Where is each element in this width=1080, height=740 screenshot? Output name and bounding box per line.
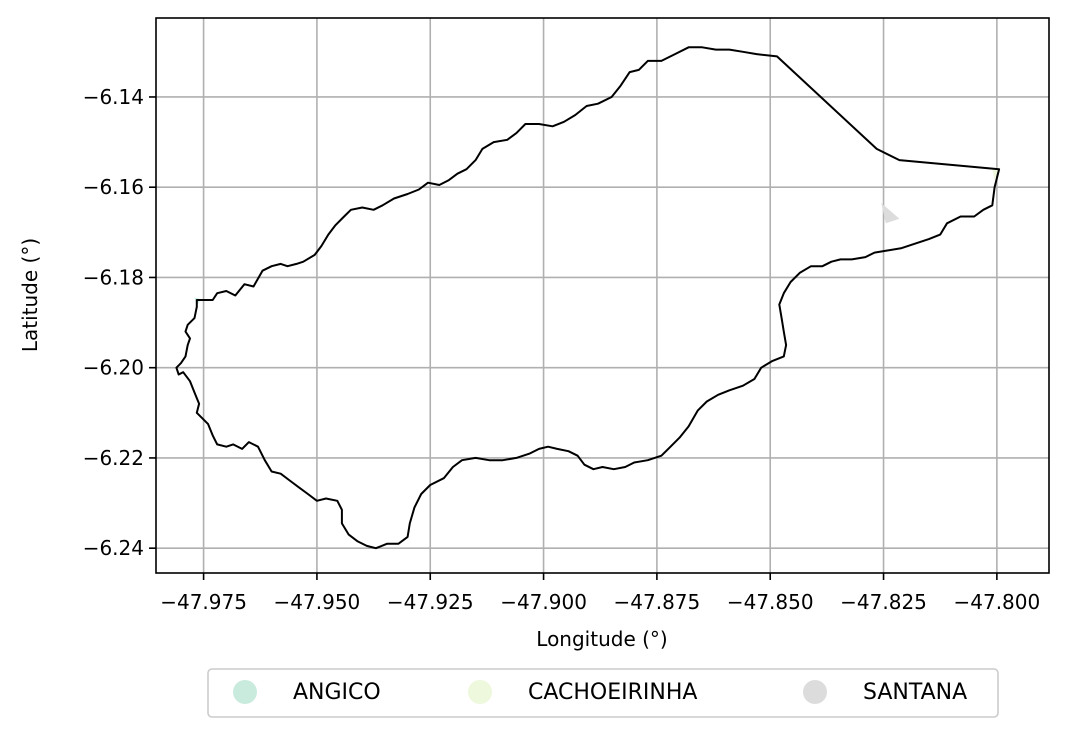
grid-lines — [156, 18, 1049, 573]
legend-label: ANGICO — [293, 680, 381, 705]
y-tick-label: −6.24 — [83, 536, 144, 560]
legend-label: SANTANA — [863, 680, 967, 705]
plot-frame — [155, 17, 1050, 574]
y-axis-label: Latitude (°) — [18, 238, 42, 352]
region-cachoeirinha — [992, 166, 1000, 181]
municipality-boundary — [175, 46, 1001, 550]
y-ticks: −6.14 −6.16 −6.18 −6.20 −6.22 −6.24 — [83, 85, 156, 560]
y-tick-label: −6.16 — [83, 175, 144, 199]
x-tick-label: −47.800 — [953, 590, 1040, 614]
x-axis-label: Longitude (°) — [536, 627, 667, 651]
y-tick-label: −6.18 — [83, 265, 144, 289]
legend: ANGICO CACHOEIRINHA SANTANA — [207, 668, 999, 718]
x-tick-label: −47.925 — [387, 590, 474, 614]
x-tick-label: −47.850 — [727, 590, 814, 614]
y-tick-label: −6.14 — [83, 85, 144, 109]
legend-marker — [803, 680, 827, 704]
legend-frame — [207, 668, 999, 718]
region-angico — [194, 297, 202, 306]
x-tick-label: −47.900 — [500, 590, 587, 614]
x-tick-label: −47.975 — [160, 590, 247, 614]
legend-label: CACHOEIRINHA — [528, 680, 697, 705]
x-tick-label: −47.950 — [274, 590, 361, 614]
y-tick-label: −6.20 — [83, 356, 144, 380]
y-tick-label: −6.22 — [83, 446, 144, 470]
legend-marker — [468, 680, 492, 704]
x-tick-label: −47.875 — [614, 590, 701, 614]
x-ticks: −47.975 −47.950 −47.925 −47.900 −47.875 −47.8… — [160, 573, 1040, 614]
x-tick-label: −47.825 — [840, 590, 927, 614]
boundary — [175, 46, 1001, 550]
legend-marker — [233, 680, 257, 704]
region-santana — [881, 203, 900, 224]
